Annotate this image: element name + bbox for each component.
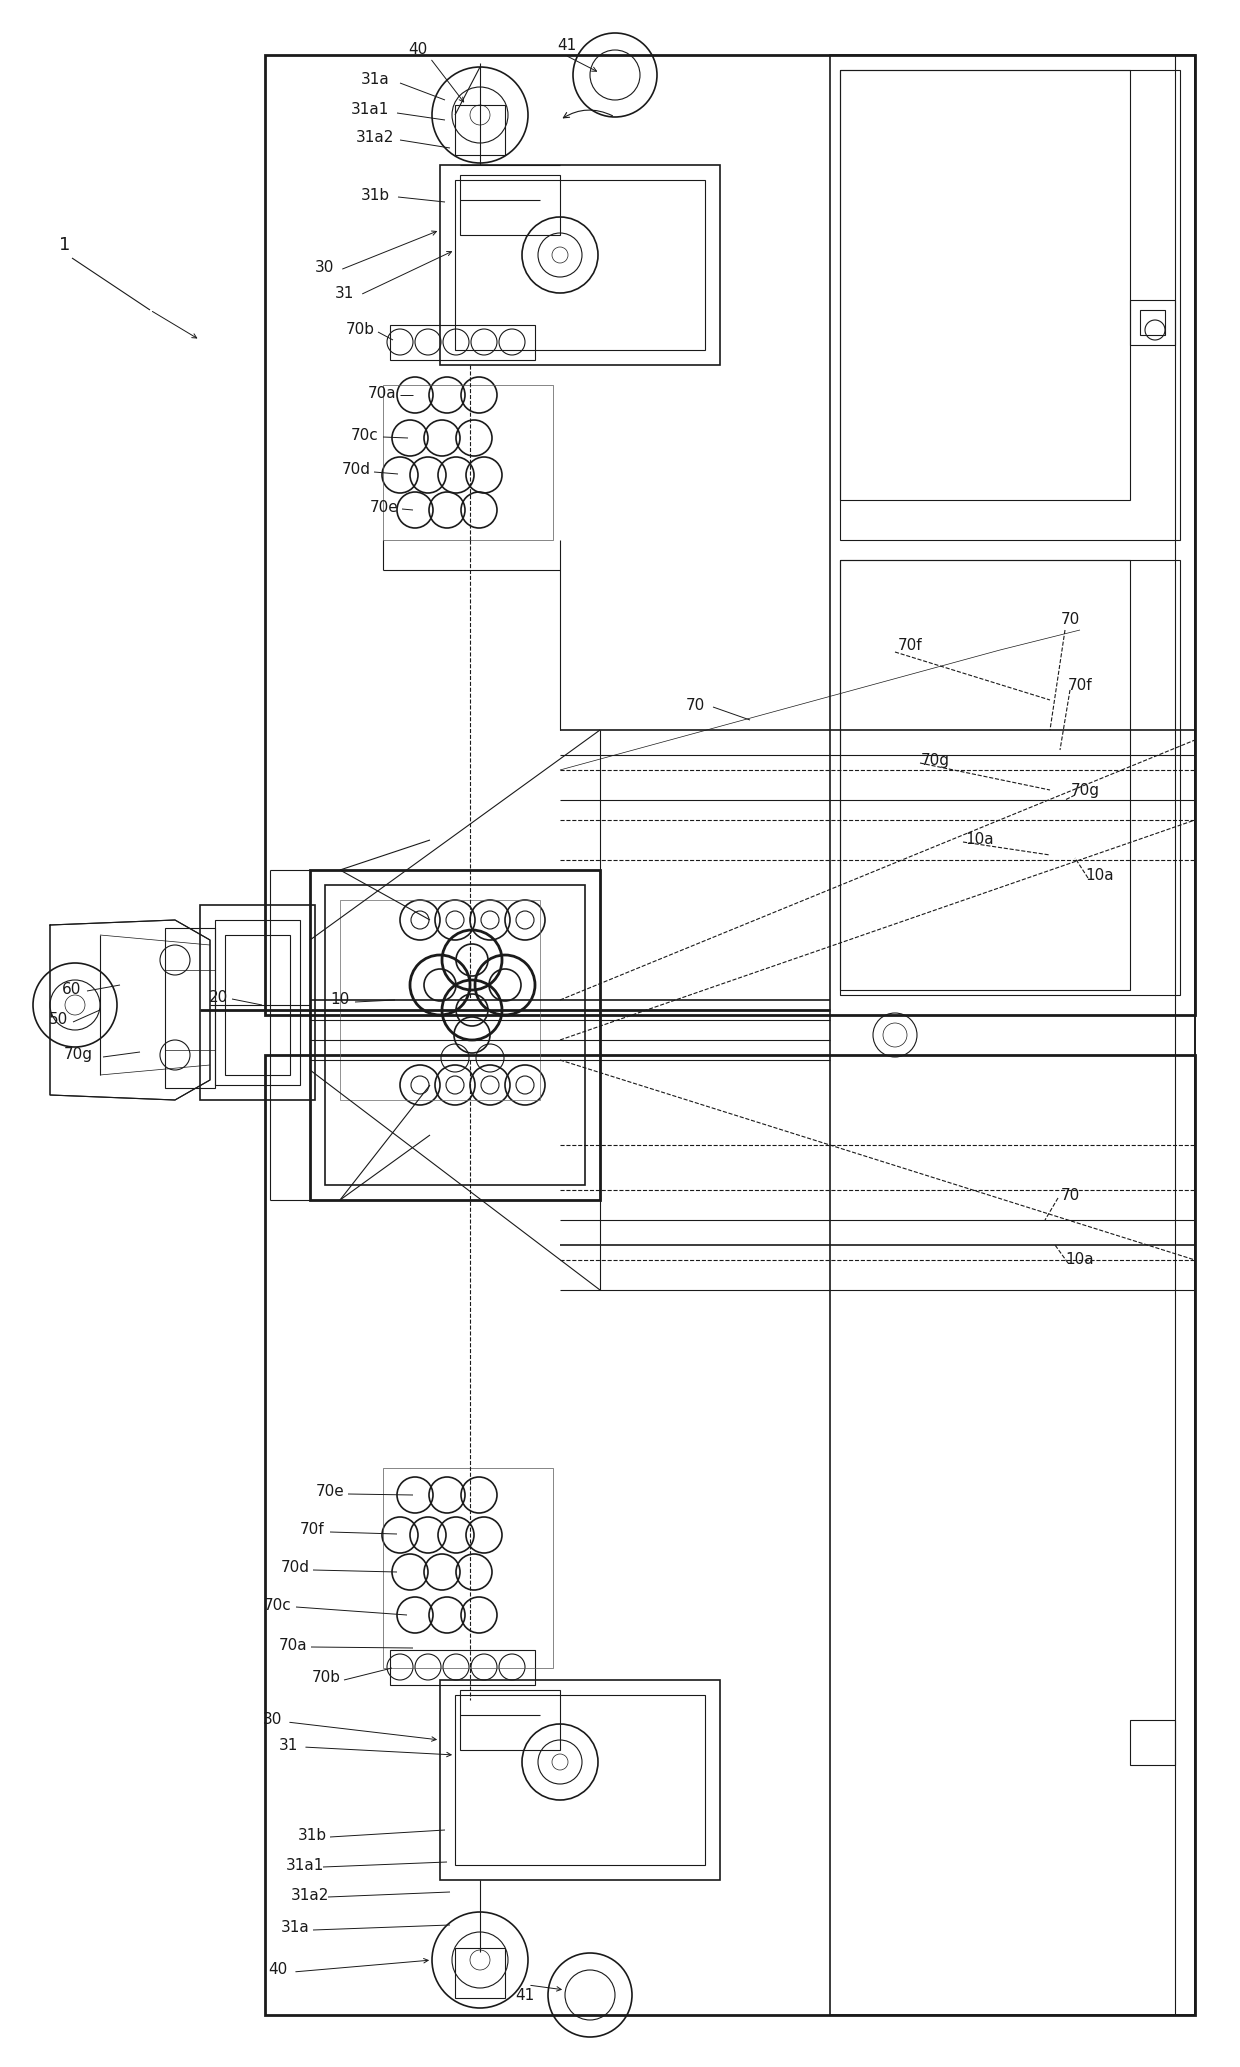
Bar [440, 165, 720, 366]
Text: 31a2: 31a2 [356, 130, 394, 145]
Text: 31a: 31a [280, 1920, 309, 1935]
Bar [839, 560, 1180, 994]
Text: 70d: 70d [341, 463, 371, 477]
Text: 20: 20 [208, 990, 228, 1005]
Bar [1130, 1720, 1176, 1765]
Text: 31b: 31b [298, 1827, 326, 1842]
Text: 31b: 31b [361, 188, 389, 203]
Bar [460, 1691, 560, 1751]
Text: 70e: 70e [370, 500, 398, 515]
Bar [839, 70, 1180, 539]
Bar [455, 105, 505, 155]
Text: 1: 1 [60, 236, 71, 254]
Bar [455, 1695, 706, 1864]
Text: 70f: 70f [898, 637, 923, 653]
Text: 10a: 10a [1065, 1253, 1095, 1267]
Text: 31: 31 [335, 285, 355, 300]
Text: 70b: 70b [346, 322, 374, 337]
Bar [839, 70, 1130, 500]
Text: 70: 70 [1060, 1189, 1080, 1203]
Text: 70f: 70f [1068, 678, 1092, 692]
Bar [265, 56, 1195, 1015]
Text: 31a2: 31a2 [291, 1887, 329, 1902]
Text: 70c: 70c [351, 428, 379, 442]
Bar [383, 1468, 553, 1668]
Text: 60: 60 [62, 982, 82, 998]
Text: 10a: 10a [1086, 868, 1115, 883]
Bar [455, 180, 706, 349]
Text: 31a1: 31a1 [285, 1858, 324, 1873]
Bar [1130, 300, 1176, 345]
Bar [460, 176, 560, 236]
Text: 70g: 70g [920, 752, 950, 767]
Text: 70g: 70g [63, 1048, 93, 1062]
Bar [325, 885, 585, 1184]
Bar [391, 325, 534, 360]
Bar [839, 560, 1130, 990]
Text: 70c: 70c [264, 1598, 291, 1612]
Bar [310, 870, 600, 1201]
Text: 70a: 70a [368, 387, 397, 401]
Text: 70g: 70g [1070, 783, 1100, 798]
Text: 10a: 10a [966, 833, 994, 847]
Text: 30: 30 [315, 260, 335, 275]
Text: 40: 40 [408, 43, 428, 58]
Text: 50: 50 [48, 1013, 68, 1027]
Text: 70e: 70e [316, 1484, 345, 1499]
Text: 30: 30 [263, 1711, 281, 1728]
Bar [440, 1680, 720, 1881]
Text: 70: 70 [686, 697, 704, 713]
Text: 31a1: 31a1 [351, 103, 389, 118]
Bar [224, 934, 290, 1075]
Text: 70a: 70a [279, 1637, 308, 1652]
Text: 41: 41 [516, 1988, 534, 2003]
Text: 10: 10 [330, 992, 350, 1007]
Text: 70d: 70d [280, 1561, 310, 1575]
Text: 31: 31 [278, 1738, 298, 1753]
Text: 70: 70 [1060, 612, 1080, 628]
Bar [165, 928, 215, 1087]
Text: 70f: 70f [300, 1523, 325, 1538]
Text: 31a: 31a [361, 72, 389, 87]
Bar [215, 920, 300, 1085]
Bar [340, 899, 539, 1100]
Text: 70b: 70b [311, 1670, 341, 1685]
Text: 41: 41 [557, 37, 577, 52]
Bar [455, 1947, 505, 1999]
Bar [1140, 310, 1166, 335]
Bar [830, 56, 1195, 2015]
Bar [391, 1649, 534, 1685]
Bar [383, 384, 553, 539]
Text: 40: 40 [268, 1962, 288, 1978]
Bar [200, 905, 315, 1100]
Bar [265, 1054, 1195, 2015]
